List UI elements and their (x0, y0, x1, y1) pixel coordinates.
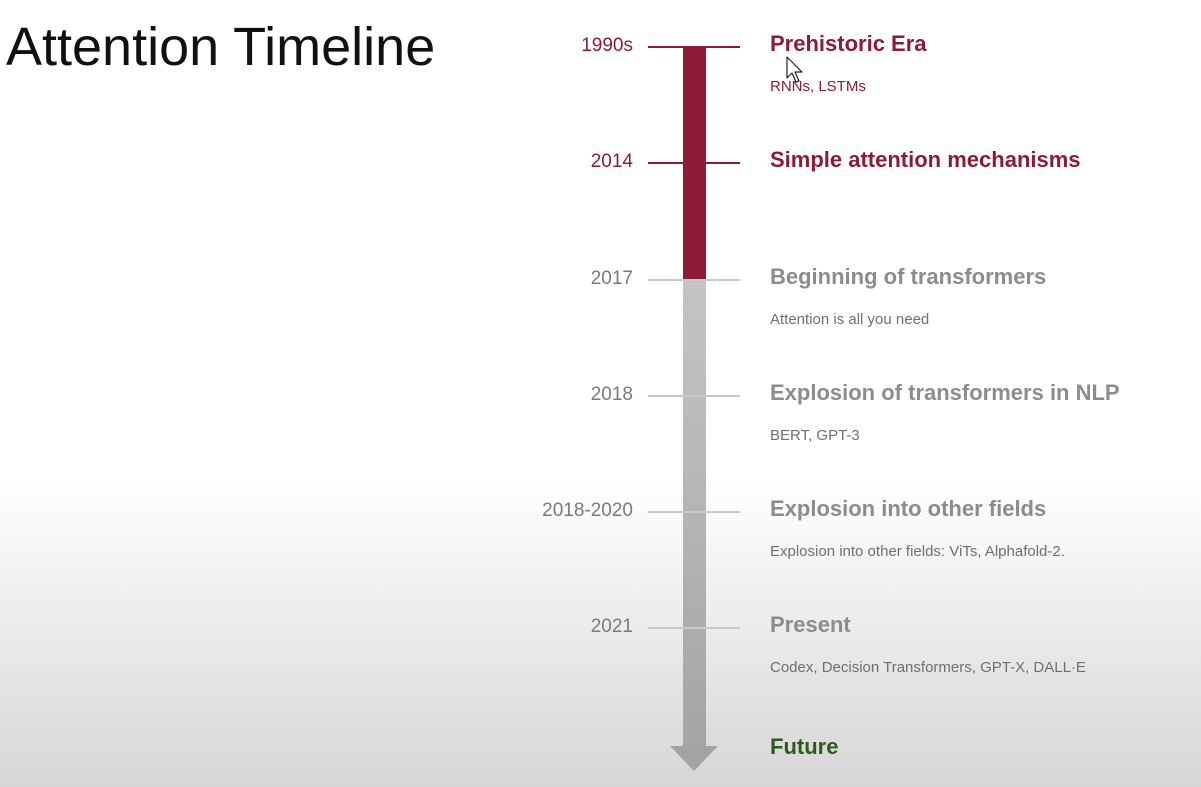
slide-title: Attention Timeline (6, 17, 436, 77)
event-year: 2014 (590, 151, 633, 172)
event-title: Present (770, 612, 851, 637)
event-year: 2021 (590, 616, 633, 637)
event-description: RNNs, LSTMs (770, 78, 866, 95)
timeline-event-1990s: 1990s Prehistoric Era RNNs, LSTMs (0, 31, 1201, 95)
event-tick (648, 162, 740, 164)
timeline-future-label: Future (770, 734, 839, 759)
event-year: 2018 (590, 384, 633, 405)
event-description: Codex, Decision Transformers, GPT-X, DAL… (770, 659, 1086, 676)
event-title: Prehistoric Era (770, 31, 927, 56)
event-title: Simple attention mechanisms (770, 147, 1081, 172)
mouse-pointer-icon (786, 56, 803, 83)
event-description: BERT, GPT-3 (770, 427, 860, 444)
timeline-event-2018: 2018 Explosion of transformers in NLP BE… (0, 380, 1201, 444)
timeline-arrow-head (670, 746, 718, 771)
event-year: 1990s (581, 35, 633, 56)
timeline-event-2021: 2021 Present Codex, Decision Transformer… (0, 612, 1201, 676)
event-tick (648, 46, 740, 48)
timeline-event-2017: 2017 Beginning of transformers Attention… (0, 264, 1201, 328)
event-tick (648, 627, 740, 629)
event-title: Explosion of transformers in NLP (770, 380, 1120, 405)
timeline-event-2014: 2014 Simple attention mechanisms (0, 147, 1201, 172)
event-tick (648, 395, 740, 397)
timeline-axis-later (683, 279, 706, 749)
timeline-event-2018-2020: 2018-2020 Explosion into other fields Ex… (0, 496, 1201, 560)
event-tick (648, 279, 740, 281)
event-description: Attention is all you need (770, 311, 930, 328)
event-year: 2018-2020 (542, 500, 633, 521)
event-year: 2017 (590, 268, 633, 289)
event-tick (648, 511, 740, 513)
event-title: Explosion into other fields (770, 496, 1047, 521)
event-title: Beginning of transformers (770, 264, 1047, 289)
event-description: Explosion into other fields: ViTs, Alpha… (770, 543, 1065, 560)
